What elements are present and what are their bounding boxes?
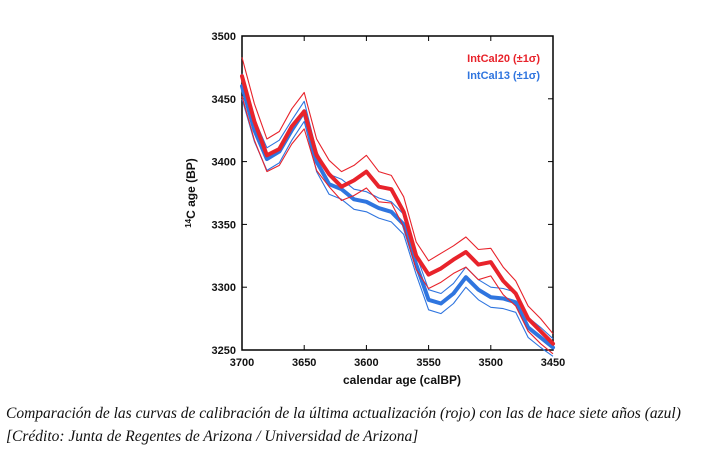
- x-tick-labels: 3700 3650 3600 3550 3500 3450: [230, 357, 565, 369]
- series-intcal20-line: [240, 74, 555, 346]
- x-tick-label: 3500: [479, 357, 503, 369]
- x-tick-label: 3700: [230, 357, 254, 369]
- x-tick-label: 3550: [416, 357, 440, 369]
- y-axis-title-main: C age (BP): [184, 158, 198, 219]
- y-axis-title: 14C age (BP): [184, 158, 198, 228]
- y-tick-label: 3250: [212, 345, 236, 357]
- tick-marks: [241, 35, 554, 351]
- series-intcal13-line: [240, 84, 555, 350]
- legend-entry-intcal13: IntCal13 (±1σ): [467, 70, 540, 82]
- x-tick-label: 3450: [541, 357, 565, 369]
- y-tick-labels: 3250 3300 3350 3400 3450 3500: [212, 31, 236, 357]
- y-tick-label: 3300: [212, 282, 236, 294]
- x-axis-title: calendar age (calBP): [343, 373, 461, 387]
- calibration-chart: 3700 3650 3600 3550 3500 3450 3250 3300 3350 340…: [184, 31, 565, 387]
- figure-caption: Comparación de las curvas de calibración…: [6, 405, 681, 445]
- y-tick-label: 3450: [212, 94, 236, 106]
- x-tick-label: 3650: [292, 357, 316, 369]
- series-group: [240, 57, 555, 357]
- series-intcal13-lower-line: [241, 98, 554, 357]
- series-intcal20-upper-line: [241, 57, 554, 335]
- x-tick-label: 3600: [354, 357, 378, 369]
- y-tick-label: 3350: [212, 219, 236, 231]
- y-tick-label: 3500: [212, 31, 236, 43]
- y-tick-label: 3400: [212, 157, 236, 169]
- series-intcal20-lower-line: [241, 96, 554, 355]
- y-axis-title-superscript: 14: [184, 218, 193, 227]
- plot-frame: [241, 35, 554, 351]
- legend-entry-intcal20: IntCal20 (±1σ): [467, 53, 540, 65]
- series-intcal13-upper-line: [241, 73, 554, 340]
